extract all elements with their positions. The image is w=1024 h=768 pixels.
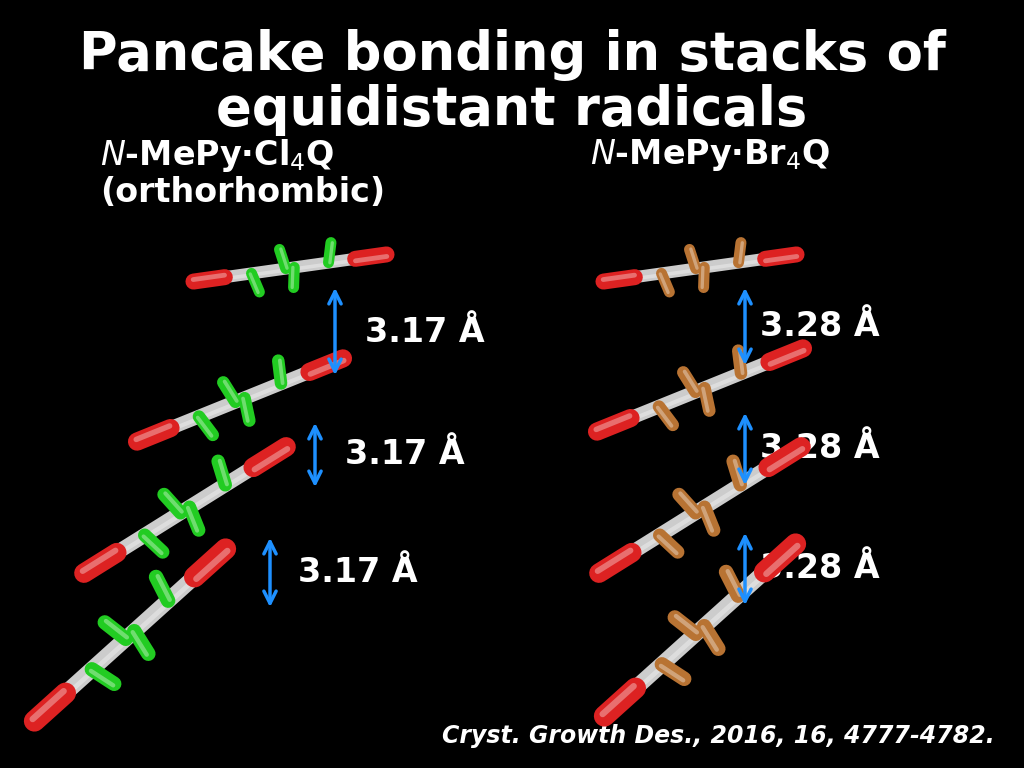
Text: (orthorhombic): (orthorhombic) <box>100 176 385 208</box>
Text: equidistant radicals: equidistant radicals <box>216 84 808 136</box>
Text: 3.17 Å: 3.17 Å <box>365 316 484 349</box>
Text: Cryst. Growth Des., 2016, 16, 4777-4782.: Cryst. Growth Des., 2016, 16, 4777-4782. <box>442 724 995 748</box>
Text: 3.28 Å: 3.28 Å <box>760 432 880 465</box>
Text: $\mathit{N}$-MePy·Cl$_4$Q: $\mathit{N}$-MePy·Cl$_4$Q <box>100 137 334 174</box>
Text: 3.28 Å: 3.28 Å <box>760 310 880 343</box>
Text: 3.17 Å: 3.17 Å <box>298 555 418 588</box>
Text: Pancake bonding in stacks of: Pancake bonding in stacks of <box>79 29 945 81</box>
Text: 3.28 Å: 3.28 Å <box>760 552 880 585</box>
Text: 3.17 Å: 3.17 Å <box>345 439 465 472</box>
Text: $\mathit{N}$-MePy·Br$_4$Q: $\mathit{N}$-MePy·Br$_4$Q <box>590 137 830 173</box>
